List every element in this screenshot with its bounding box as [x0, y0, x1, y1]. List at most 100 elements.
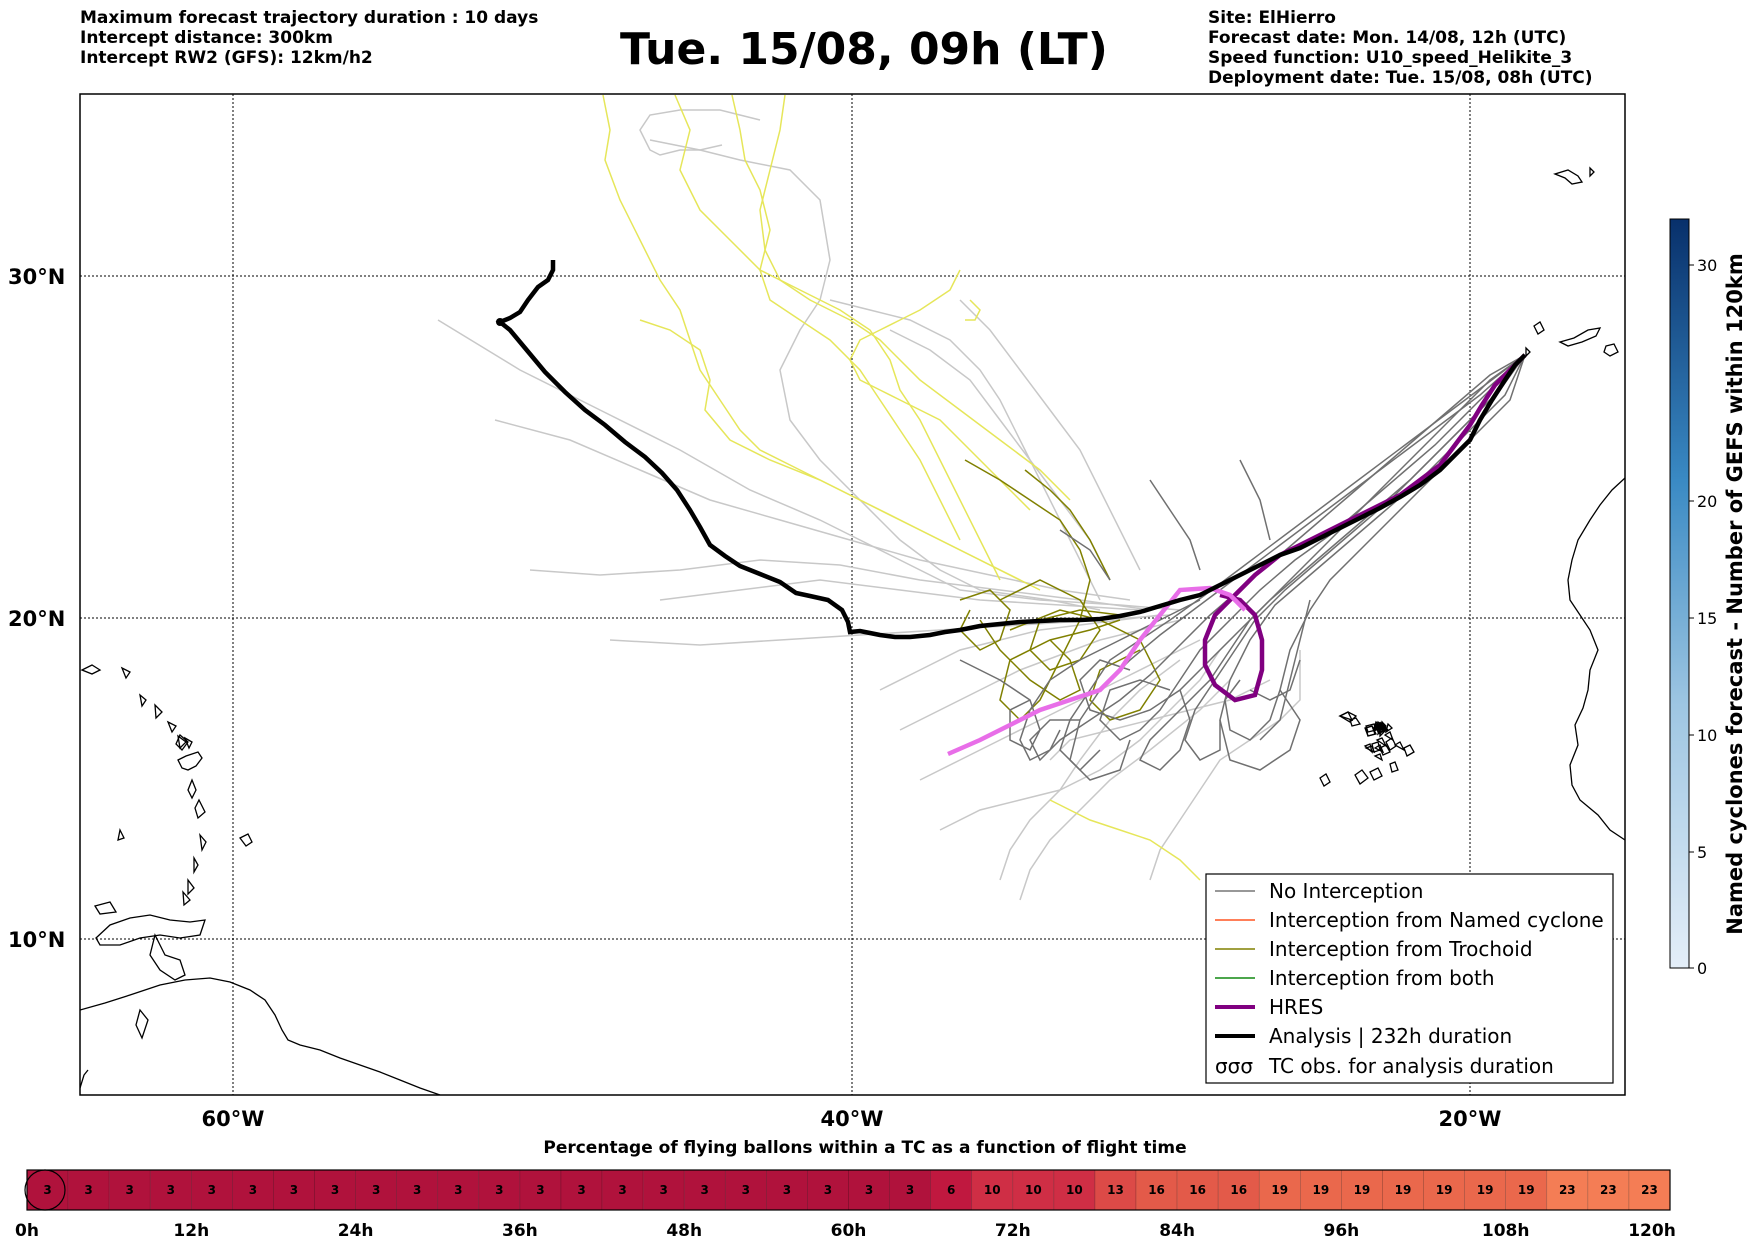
svg-text:No Interception: No Interception — [1269, 879, 1423, 903]
timeline-cell-value: 19 — [1477, 1183, 1494, 1197]
timeline-cell-value: 3 — [495, 1183, 503, 1197]
intercept-distance-text: Intercept distance: 300km — [80, 28, 333, 48]
legend-box — [1205, 873, 1614, 1084]
colorbar-tick-30: 30 — [1697, 256, 1717, 275]
timeline-cell: 23 — [1587, 1169, 1630, 1211]
lat-label-30n: 30°N — [8, 265, 65, 289]
timeline-cell-value: 3 — [906, 1183, 914, 1197]
timeline-cell: 3 — [683, 1169, 726, 1211]
analysis-trajectory — [495, 260, 1527, 640]
timeline-cell-value: 3 — [167, 1183, 175, 1197]
timeline-cell-bg — [1135, 1169, 1178, 1211]
legend: No Interception Interception from Named … — [1205, 873, 1614, 1084]
speed-function-text: Speed function: U10_speed_Helikite_3 — [1208, 48, 1573, 68]
trajectories-trochoid — [959, 459, 1161, 722]
timeline-cell: 19 — [1341, 1169, 1383, 1211]
timeline-cell: 3 — [601, 1169, 644, 1211]
timeline-cell-value: 10 — [984, 1183, 1001, 1197]
timeline-hour-label: 96h — [1324, 1221, 1360, 1241]
timeline-cell: 10 — [1053, 1169, 1096, 1211]
timeline-cell: 6 — [930, 1169, 973, 1211]
timeline-hour-label: 48h — [666, 1221, 702, 1241]
timeline-cell: 19 — [1423, 1169, 1465, 1211]
timeline-cell-bg — [601, 1169, 644, 1211]
legend-item-tc-obs: σσσ TC obs. for analysis duration — [1215, 1054, 1554, 1078]
timeline-cell: 3 — [273, 1169, 315, 1211]
timeline-cell-value: 3 — [701, 1183, 709, 1197]
timeline-cell-value: 19 — [1313, 1183, 1330, 1197]
timeline-cell: 3 — [396, 1169, 439, 1211]
timeline-cell-bg — [355, 1169, 397, 1211]
timeline-cell-bg — [766, 1169, 808, 1211]
timeline-cell: 3 — [848, 1169, 890, 1211]
timeline-cell-value: 10 — [1066, 1183, 1083, 1197]
timeline-cell-value: 19 — [1518, 1183, 1535, 1197]
timeline-cell-value: 16 — [1189, 1183, 1206, 1197]
timeline-cell: 19 — [1464, 1169, 1507, 1211]
timeline-cell-value: 3 — [536, 1183, 544, 1197]
legend-item-no-interception: No Interception — [1215, 879, 1423, 903]
timeline-cell-value: 3 — [84, 1183, 92, 1197]
colorbar-tick-5: 5 — [1697, 843, 1707, 862]
timeline-hour-labels: 0h 12h 24h 36h 48h 60h 72h 84h 96h 108h 120h — [15, 1221, 1676, 1241]
timeline-cell-bg — [724, 1169, 767, 1211]
timeline-cell-bg — [1546, 1169, 1589, 1211]
timeline-cell: 3 — [355, 1169, 397, 1211]
lon-label-60w: 60°W — [202, 1107, 265, 1131]
timeline-cell-value: 3 — [824, 1183, 832, 1197]
timeline-cell-value: 3 — [43, 1183, 51, 1197]
colorbar-label: Named cyclones forecast - Number of GEFS… — [1723, 253, 1747, 934]
colorbar-gradient — [1669, 218, 1690, 969]
legend-item-hres: HRES — [1215, 995, 1323, 1019]
timeline-cell-value: 3 — [865, 1183, 873, 1197]
timeline-cell-value: 6 — [947, 1183, 955, 1197]
legend-item-named-cyclone: Interception from Named cyclone — [1215, 908, 1604, 932]
tc-symbol-icon: σσσ — [1215, 1054, 1253, 1078]
deployment-date-text: Deployment date: Tue. 15/08, 08h (UTC) — [1208, 68, 1593, 88]
timeline-cell-bg — [149, 1169, 192, 1211]
legend-item-both: Interception from both — [1215, 966, 1495, 990]
timeline-frame — [26, 1169, 1671, 1211]
colorbar-tick-20: 20 — [1697, 492, 1717, 511]
timeline-cell-bg — [314, 1169, 356, 1211]
timeline-cell-value: 16 — [1230, 1183, 1247, 1197]
site-parameters: Site: ElHierro Forecast date: Mon. 14/08… — [1208, 8, 1593, 88]
timeline-cell-value: 10 — [1025, 1183, 1042, 1197]
timeline-title: Percentage of flying ballons within a TC… — [543, 1138, 1186, 1158]
timeline-cell-value: 3 — [331, 1183, 339, 1197]
timeline-cell: 3 — [560, 1169, 603, 1211]
timeline-cell-value: 3 — [249, 1183, 257, 1197]
timeline-cell: 3 — [26, 1169, 69, 1211]
svg-text:Analysis | 232h duration: Analysis | 232h duration — [1269, 1024, 1512, 1048]
forecast-parameters: Maximum forecast trajectory duration : 1… — [80, 8, 538, 68]
colorbar-tick-10: 10 — [1697, 726, 1717, 745]
timeline-cell: 3 — [314, 1169, 356, 1211]
svg-text:Interception from Named cyclon: Interception from Named cyclone — [1269, 908, 1604, 932]
timeline-cell-value: 23 — [1600, 1183, 1617, 1197]
timeline-cell-bg — [1300, 1169, 1342, 1211]
timeline-cell: 3 — [437, 1169, 480, 1211]
timeline-cell: 3 — [478, 1169, 521, 1211]
timeline-cell-value: 3 — [290, 1183, 298, 1197]
timeline-cell-value: 19 — [1271, 1183, 1288, 1197]
max-duration-text: Maximum forecast trajectory duration : 1… — [80, 8, 539, 28]
timeline-cell-bg — [807, 1169, 849, 1211]
timeline-cell: 13 — [1094, 1169, 1137, 1211]
timeline-cell-bg — [1382, 1169, 1424, 1211]
coastlines — [80, 467, 1625, 1095]
timeline-cell: 23 — [1628, 1169, 1671, 1211]
timeline-cell: 3 — [807, 1169, 849, 1211]
timeline-cell: 3 — [766, 1169, 808, 1211]
timeline-cell-bg — [396, 1169, 439, 1211]
timeline-cell: 3 — [108, 1169, 151, 1211]
colorbar: 0 5 10 15 20 30 Named cyclones forecast … — [1669, 218, 1747, 978]
timeline-cell: 19 — [1258, 1169, 1301, 1211]
svg-text:HRES: HRES — [1269, 995, 1323, 1019]
timeline-cell-value: 3 — [126, 1183, 134, 1197]
timeline-cell: 3 — [67, 1169, 110, 1211]
timeline-cell-bg — [1094, 1169, 1137, 1211]
timeline-cell: 19 — [1505, 1169, 1548, 1211]
lon-label-20w: 20°W — [1439, 1107, 1502, 1131]
trajectories-yellow — [602, 94, 1201, 881]
